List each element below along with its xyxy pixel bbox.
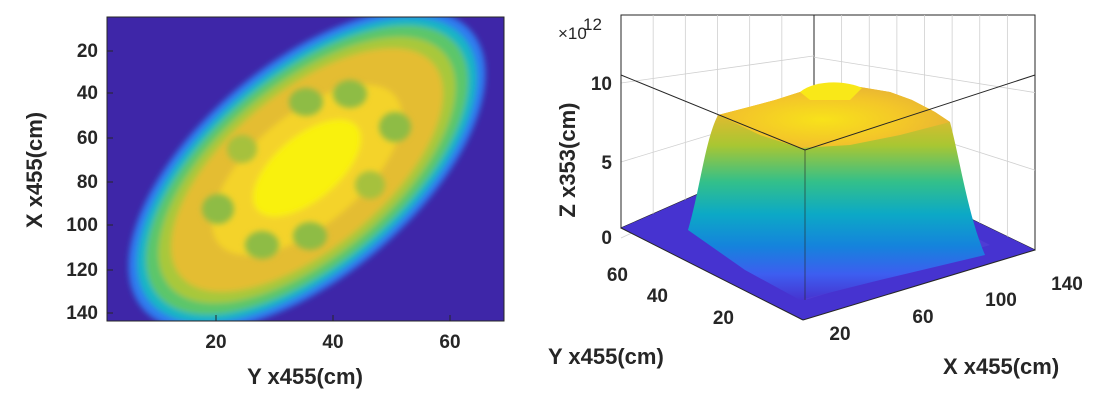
heatmap-y-tick-label: 100 bbox=[66, 215, 98, 236]
heatmap-x-axis-label: Y x455(cm) bbox=[247, 364, 363, 389]
surface-x-tick-label: 20 bbox=[829, 324, 850, 345]
heatmap-lobe bbox=[289, 88, 323, 116]
heatmap-lobe bbox=[227, 135, 257, 163]
heatmap-lobe bbox=[293, 222, 327, 250]
heatmap-lobe bbox=[245, 231, 279, 259]
surface-floor-edge-left bbox=[620, 227, 804, 321]
surface-z-tick-label: 0 bbox=[601, 228, 612, 249]
surface-y-tick-label: 60 bbox=[607, 265, 628, 286]
heatmap-y-tick-label: 120 bbox=[66, 260, 98, 281]
heatmap-image bbox=[128, 17, 486, 321]
heatmap-x-tick-label: 20 bbox=[205, 332, 226, 353]
heatmap-band-7 bbox=[253, 119, 361, 217]
heatmap-y-tick-label: 60 bbox=[77, 128, 98, 149]
surface-cap bbox=[718, 85, 950, 148]
surface-z-scale-label: ×10 bbox=[558, 24, 587, 43]
surface-z-tick-label: 10 bbox=[591, 74, 612, 95]
heatmap-y-tick-label: 40 bbox=[77, 83, 98, 104]
surface-panel: ×10 12 10 5 0 60 40 20 20 60 100 140 Z x… bbox=[548, 14, 1083, 379]
surface-z-scale-exponent: 12 bbox=[583, 15, 602, 34]
surface-floor-edge-right bbox=[802, 249, 1036, 321]
surface-y-tick-label: 20 bbox=[713, 308, 734, 329]
heatmap-lobe bbox=[333, 80, 367, 108]
heatmap-lobe bbox=[355, 171, 385, 199]
surface-x-tick-label: 140 bbox=[1051, 274, 1083, 295]
heatmap-y-tick-label: 20 bbox=[77, 41, 98, 62]
heatmap-frame bbox=[106, 16, 505, 322]
heatmap-x-tick-label: 60 bbox=[439, 332, 460, 353]
surface-x-tick-label: 100 bbox=[985, 290, 1017, 311]
heatmap-lobe bbox=[202, 194, 234, 224]
heatmap-lobe bbox=[379, 112, 411, 142]
surface-y-axis-label: Y x455(cm) bbox=[548, 344, 664, 369]
heatmap-panel: 20 40 60 80 100 120 140 20 40 60 Y x455(… bbox=[22, 16, 505, 389]
surface-x-tick-label: 60 bbox=[912, 307, 933, 328]
heatmap-y-axis-label: X x455(cm) bbox=[22, 112, 47, 228]
surface-z-tick-label: 5 bbox=[601, 153, 612, 174]
surface-y-tick-label: 40 bbox=[647, 286, 668, 307]
heatmap-x-tick-label: 40 bbox=[322, 332, 343, 353]
heatmap-y-tick-label: 80 bbox=[77, 172, 98, 193]
surface-body bbox=[688, 85, 985, 300]
surface-x-axis-label: X x455(cm) bbox=[943, 354, 1059, 379]
heatmap-lobes bbox=[202, 80, 411, 259]
surface-z-axis-label: Z x353(cm) bbox=[555, 103, 580, 218]
heatmap-y-tick-label: 140 bbox=[66, 303, 98, 324]
heatmap-ticks bbox=[107, 50, 451, 321]
surface-peak bbox=[800, 82, 862, 100]
